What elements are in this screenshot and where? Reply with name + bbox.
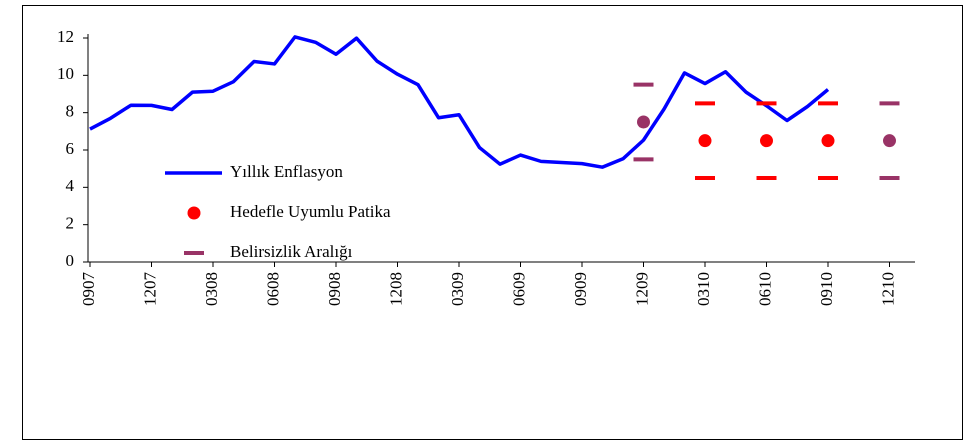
line-series bbox=[89, 35, 830, 169]
target-point bbox=[760, 134, 773, 148]
x-tick-label: 1208 bbox=[386, 272, 405, 306]
y-tick-label: 4 bbox=[66, 176, 75, 195]
legend-label: Yıllık Enflasyon bbox=[230, 162, 343, 181]
x-tick-label: 0910 bbox=[817, 272, 836, 306]
target-point bbox=[821, 134, 835, 148]
x-tick-label: 0608 bbox=[263, 272, 282, 306]
target-point bbox=[698, 134, 712, 148]
target-point bbox=[883, 134, 896, 148]
y-tick-label: 6 bbox=[66, 139, 75, 158]
x-tick-label: 1209 bbox=[632, 272, 651, 306]
x-tick-label: 1210 bbox=[878, 272, 897, 306]
legend-label: Belirsizlik Aralığı bbox=[230, 242, 353, 261]
x-tick-label: 0310 bbox=[694, 272, 713, 306]
y-tick-label: 2 bbox=[66, 214, 75, 233]
x-tick-label: 1207 bbox=[140, 272, 159, 307]
x-tick-label: 0908 bbox=[325, 272, 344, 306]
x-tick-label: 0610 bbox=[755, 272, 774, 306]
x-tick-label: 0609 bbox=[509, 272, 528, 306]
target-point bbox=[637, 115, 650, 129]
x-tick-label: 0308 bbox=[202, 272, 221, 306]
x-tick-label: 0907 bbox=[79, 272, 98, 307]
y-tick-label: 12 bbox=[57, 27, 74, 46]
x-tick-label: 0909 bbox=[571, 272, 590, 306]
y-tick-label: 10 bbox=[57, 64, 74, 83]
y-tick-label: 8 bbox=[66, 102, 75, 121]
legend-label: Hedefle Uyumlu Patika bbox=[230, 202, 391, 221]
x-tick-label: 0309 bbox=[448, 272, 467, 306]
frame bbox=[22, 5, 963, 440]
legend-dot bbox=[187, 206, 201, 220]
y-tick-label: 0 bbox=[66, 251, 75, 270]
